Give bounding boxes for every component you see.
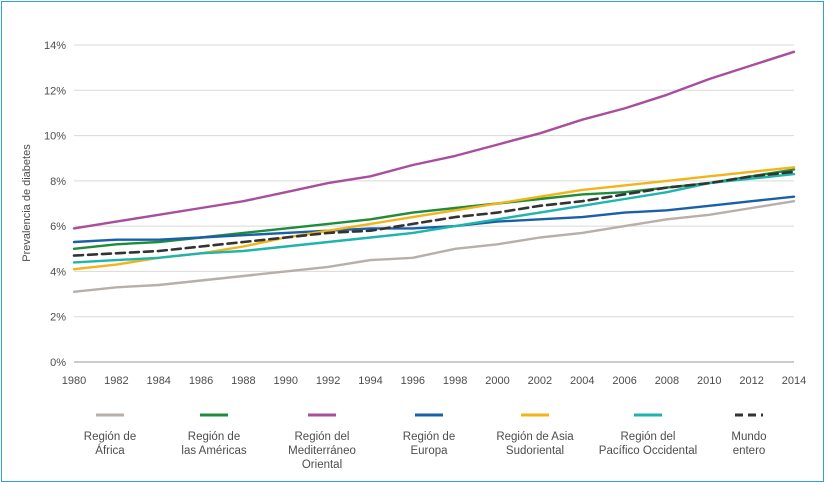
x-tick-label: 2008 [655, 375, 679, 387]
series-line [72, 199, 796, 293]
y-tick-label: 8% [50, 176, 66, 188]
legend-label: Mundo entero [731, 431, 766, 457]
x-tick-label: 1988 [231, 375, 255, 387]
legend-label: Región del Pacífico Occidental [599, 431, 697, 457]
x-tick-label: 2006 [612, 375, 636, 387]
x-tick-label: 1992 [316, 375, 340, 387]
y-tick-label: 12% [44, 85, 66, 97]
y-tick-label: 10% [44, 131, 66, 143]
x-tick-label: 2002 [528, 375, 552, 387]
x-tick-label: 1986 [189, 375, 213, 387]
x-tick-label: 1998 [443, 375, 467, 387]
x-tick-label: 2010 [697, 375, 721, 387]
legend-label: Región del Mediterráneo Oriental [288, 431, 356, 471]
x-axis-ticks: 1980 1982 1984 1986 1988 1990 1992 1994 1996 1998… [62, 375, 806, 387]
y-tick-label: 14% [44, 40, 66, 52]
x-tick-label: 2004 [570, 375, 594, 387]
series-line [72, 50, 796, 230]
y-tick-label: 4% [50, 266, 66, 278]
legend-label: Región de Europa [403, 431, 455, 457]
series-lines [72, 50, 796, 293]
x-tick-label: 2012 [739, 375, 763, 387]
x-tick-label: 1996 [401, 375, 425, 387]
y-axis-label: Prevalencia de diabetes [21, 144, 33, 262]
legend-label: Región de África [84, 431, 136, 457]
legend-label: Región de Asia Sudoriental [496, 431, 574, 457]
y-axis-ticks: 0% 2% 4% 6% 8% 10% 12% 14% [44, 40, 66, 369]
y-tick-label: 2% [50, 312, 66, 324]
x-tick-label: 1994 [358, 375, 382, 387]
x-tick-label: 2014 [782, 375, 806, 387]
legend-label: Región de las Américas [181, 431, 246, 457]
legend: Región de África Región de las Américas Regi… [84, 413, 767, 471]
series-line [72, 170, 796, 257]
grid-lines [74, 44, 794, 363]
y-tick-label: 0% [50, 357, 66, 369]
y-tick-label: 6% [50, 221, 66, 233]
x-tick-label: 1982 [104, 375, 128, 387]
x-tick-label: 1990 [274, 375, 298, 387]
x-tick-label: 1984 [146, 375, 170, 387]
series-line [72, 172, 796, 264]
x-tick-label: 1980 [62, 375, 86, 387]
x-tick-label: 2000 [485, 375, 509, 387]
series-line [72, 195, 796, 244]
